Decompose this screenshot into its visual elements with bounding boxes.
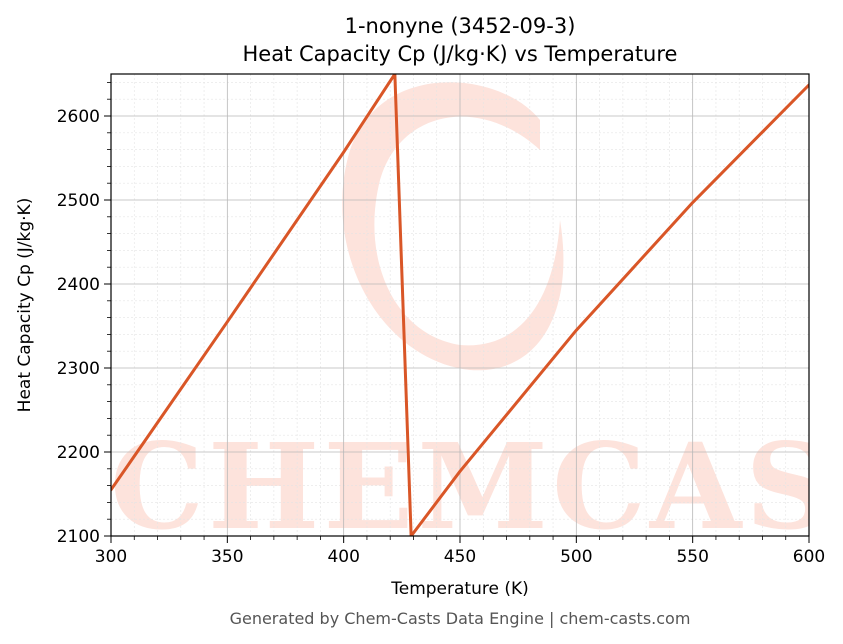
- x-axis-label: Temperature (K): [390, 579, 529, 599]
- series-line: [111, 74, 809, 536]
- y-axis-ticks: 2100 2200 2300 2400 2500 2600: [57, 82, 111, 547]
- x-tick-label: 550: [676, 547, 708, 567]
- y-axis-label: Heat Capacity Cp (J/kg·K): [15, 198, 35, 413]
- x-tick-label: 600: [793, 547, 825, 567]
- x-tick-label: 500: [560, 547, 592, 567]
- y-tick-label: 2500: [57, 191, 100, 211]
- y-tick-label: 2200: [57, 443, 100, 463]
- watermark-text: CHEMCASTS: [110, 417, 843, 556]
- y-tick-label: 2300: [57, 359, 100, 379]
- x-tick-label: 400: [327, 547, 359, 567]
- y-tick-label: 2600: [57, 107, 100, 127]
- x-axis-ticks: 300 350 400 450 500 550 600: [95, 536, 825, 567]
- watermark-swirl-icon: [342, 82, 564, 371]
- x-tick-label: 300: [95, 547, 127, 567]
- y-tick-label: 2400: [57, 275, 100, 295]
- series-layer: [111, 74, 809, 536]
- chart-title: 1-nonyne (3452-09-3): [345, 14, 576, 38]
- x-tick-label: 450: [444, 547, 476, 567]
- watermark: CHEMCASTS: [110, 82, 843, 556]
- x-tick-label: 350: [211, 547, 243, 567]
- y-tick-label: 2100: [57, 527, 100, 547]
- chart-subtitle: Heat Capacity Cp (J/kg·K) vs Temperature: [243, 42, 678, 66]
- footer-credit: Generated by Chem-Casts Data Engine | ch…: [230, 609, 691, 628]
